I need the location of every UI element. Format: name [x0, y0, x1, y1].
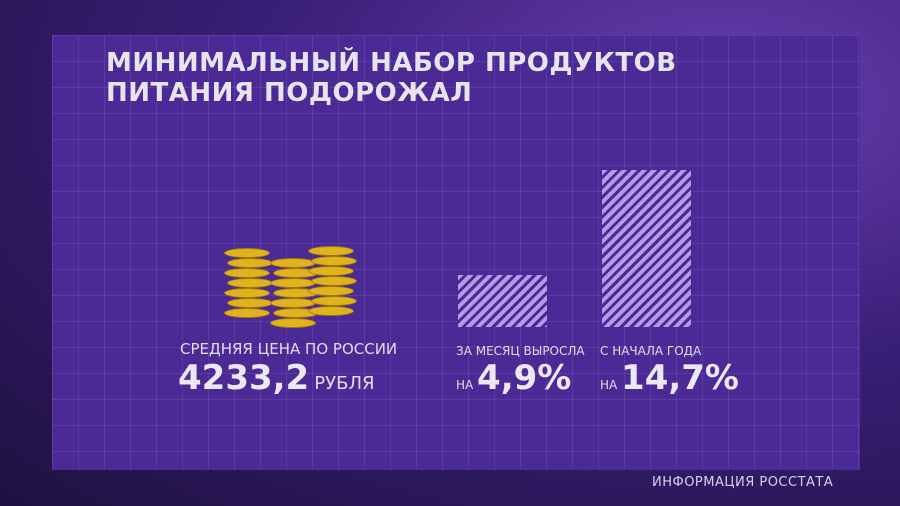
value-label-group: НА 4,9% — [456, 358, 571, 398]
category-label: ЗА МЕСЯЦ ВЫРОСЛА — [456, 344, 585, 358]
category-label: С НАЧАЛА ГОДА — [600, 344, 702, 358]
value-label: 4,9% — [477, 358, 572, 398]
price-value: 4233,2 — [178, 358, 310, 398]
value-label: 14,7% — [621, 358, 740, 398]
value-prefix: НА — [600, 378, 622, 392]
coin — [311, 296, 357, 306]
price-value-group: 4233,2 РУБЛЯ — [178, 358, 375, 398]
source-footer: ИНФОРМАЦИЯ РОССТАТА — [652, 475, 834, 490]
title-line-2: ПИТАНИЯ ПОДОРОЖАЛ — [106, 78, 473, 108]
coin — [270, 298, 316, 308]
coin — [308, 306, 354, 316]
bar-1 — [458, 274, 547, 327]
coin — [308, 266, 354, 276]
coin — [227, 258, 273, 268]
coin — [224, 248, 270, 258]
coin — [311, 276, 357, 286]
infographic-panel — [52, 35, 860, 470]
page-title: МИНИМАЛЬНЫЙ НАБОР ПРОДУКТОВ ПИТАНИЯ ПОДО… — [106, 48, 677, 108]
title-line-1: МИНИМАЛЬНЫЙ НАБОР ПРОДУКТОВ — [106, 48, 677, 78]
coin — [227, 298, 273, 308]
coin — [270, 318, 316, 328]
value-label-group: НА 14,7% — [600, 358, 739, 398]
value-prefix: НА — [456, 378, 478, 392]
coin — [224, 308, 270, 318]
coin — [270, 258, 316, 268]
price-unit: РУБЛЯ — [314, 373, 375, 394]
coin — [224, 268, 270, 278]
coin — [308, 246, 354, 256]
price-label: СРЕДНЯЯ ЦЕНА ПО РОССИИ — [180, 340, 398, 358]
bar-2 — [602, 170, 691, 327]
coin — [227, 278, 273, 288]
coin — [270, 278, 316, 288]
coin — [224, 288, 270, 298]
coin — [311, 256, 357, 266]
coin — [308, 286, 354, 296]
